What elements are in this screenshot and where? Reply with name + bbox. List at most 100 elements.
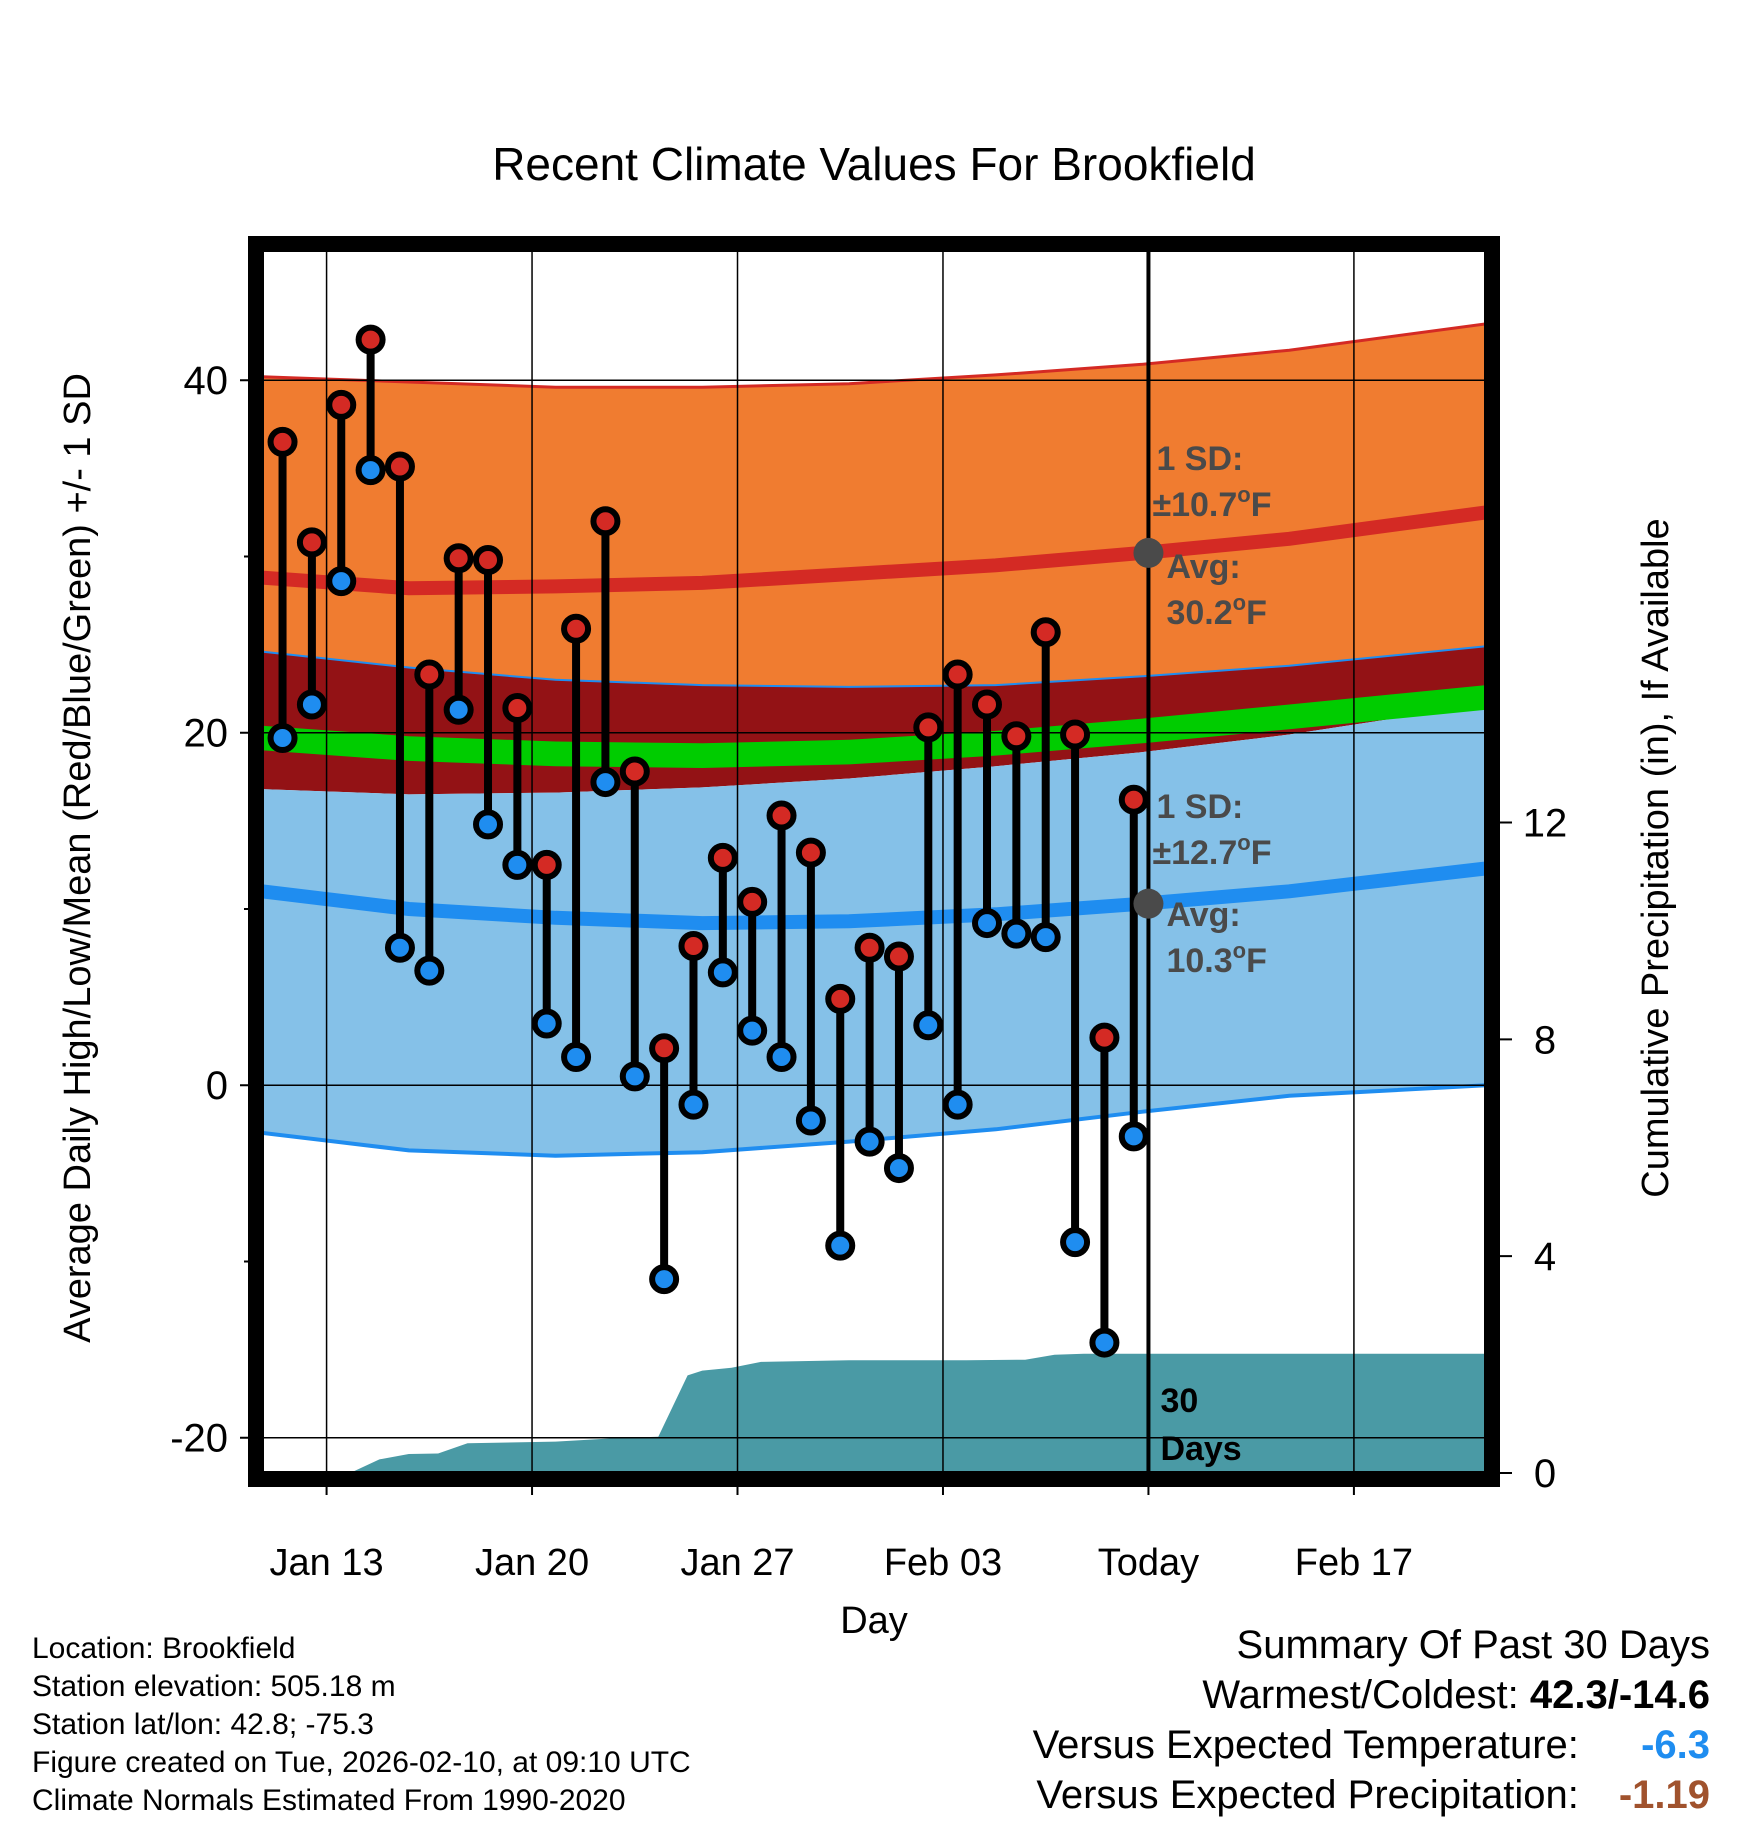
summary-panel: Summary Of Past 30 Days Warmest/Coldest:… xyxy=(1033,1620,1710,1820)
high-point xyxy=(825,983,856,1014)
x-tick-label-1: Jan 20 xyxy=(475,1542,589,1584)
high-upper-line xyxy=(262,322,1486,389)
high-point xyxy=(414,659,445,690)
low-lower-line xyxy=(262,1083,1486,1158)
low-sd-band xyxy=(262,704,1486,1156)
latlon-text: Station lat/lon: 42.8; -75.3 xyxy=(32,1708,374,1741)
low-point xyxy=(561,1042,592,1073)
high-point xyxy=(707,842,738,873)
low-point xyxy=(502,849,533,880)
warm-cold-value: 42.3/-14.6 xyxy=(1529,1673,1710,1717)
low-point xyxy=(913,1010,944,1041)
high-point xyxy=(649,1033,680,1064)
high-point xyxy=(1030,617,1061,648)
low-point xyxy=(1030,922,1061,953)
y-tick-label-0: -20 xyxy=(170,1417,228,1461)
low-point xyxy=(414,955,445,986)
y2-tick-label-3: 12 xyxy=(1523,802,1568,846)
precip-days-number: 30 xyxy=(1160,1382,1198,1420)
high-point xyxy=(678,930,709,961)
annotations: 1 SD: ±10.7oF Avg: 30.2oF 1 SD: ±12.7oF Avg: 10… xyxy=(170,359,1567,1584)
temp-label: Versus Expected Temperature: xyxy=(1032,1723,1579,1767)
y-tick-label-1: 0 xyxy=(206,1064,228,1108)
low-point xyxy=(707,957,738,988)
high-avg-marker xyxy=(1133,537,1164,568)
x-axis-label: Day xyxy=(840,1600,908,1642)
high-avg-label: Avg: xyxy=(1166,548,1240,586)
high-point xyxy=(972,689,1003,720)
low-point xyxy=(972,908,1003,939)
high-point xyxy=(561,613,592,644)
high-point xyxy=(590,506,621,537)
low-point xyxy=(1089,1327,1120,1358)
low-point xyxy=(678,1089,709,1120)
low-point xyxy=(267,723,298,753)
y2-tick-label-2: 8 xyxy=(1534,1018,1556,1062)
high-point xyxy=(267,426,298,457)
high-point xyxy=(1089,1022,1120,1053)
high-point xyxy=(473,544,504,575)
high-point xyxy=(854,932,885,963)
low-sd-label: 1 SD: xyxy=(1156,788,1243,826)
low-point xyxy=(326,566,357,597)
station-info: Location: Brookfield Station elevation: … xyxy=(32,1630,691,1820)
low-point xyxy=(737,1015,768,1046)
low-point xyxy=(1060,1227,1091,1258)
plot-area xyxy=(262,322,1486,1473)
elevation-text: Station elevation: 505.18 m xyxy=(32,1670,396,1703)
created-text: Figure created on Tue, 2026-02-10, at 09… xyxy=(32,1746,691,1779)
high-point xyxy=(384,451,415,482)
y2-axis-label: Cumulative Precipitation (in), If Availa… xyxy=(1635,518,1677,1197)
plot-frame xyxy=(248,236,1500,1487)
high-point xyxy=(942,659,973,690)
precip-label: Versus Expected Precipitation: xyxy=(1036,1773,1579,1817)
gridlines xyxy=(262,248,1486,1473)
y-axis-label: Average Daily High/Low/Mean (Red/Blue/Gr… xyxy=(57,373,99,1343)
low-point xyxy=(1118,1121,1149,1152)
high-point xyxy=(355,324,386,355)
high-sd-label: 1 SD: xyxy=(1156,440,1243,478)
y2-tick-label-0: 0 xyxy=(1534,1452,1556,1496)
y-tick-label-2: 20 xyxy=(184,712,229,756)
high-point xyxy=(737,886,768,917)
warm-cold-row: Warmest/Coldest: 42.3/-14.6 xyxy=(1033,1670,1710,1720)
temp-row: Versus Expected Temperature: -6.3 xyxy=(1033,1720,1710,1770)
high-avg-value: 30.2oF xyxy=(1166,590,1266,632)
x-tick-label-2: Jan 27 xyxy=(680,1542,794,1584)
low-average-line xyxy=(262,861,1486,931)
axes xyxy=(240,379,1512,1495)
low-sd-value: ±12.7oF xyxy=(1152,830,1271,872)
low-avg-marker xyxy=(1133,888,1164,919)
low-point xyxy=(942,1089,973,1120)
summary-heading: Summary Of Past 30 Days xyxy=(1236,1623,1710,1667)
x-tick-label-0: Jan 13 xyxy=(270,1542,384,1584)
high-point xyxy=(1001,721,1032,752)
x-tick-label-5: Feb 17 xyxy=(1295,1542,1413,1584)
high-point xyxy=(619,756,650,787)
y-tick-label-3: 40 xyxy=(184,359,229,403)
low-point xyxy=(590,767,621,798)
mean-band xyxy=(262,685,1486,768)
low-point xyxy=(1001,918,1032,949)
low-point xyxy=(619,1061,650,1092)
x-tick-label-4: Today xyxy=(1098,1542,1199,1584)
high-point xyxy=(883,941,914,972)
low-point xyxy=(473,809,504,840)
low-avg-label: Avg: xyxy=(1166,896,1240,934)
low-point xyxy=(355,455,386,486)
high-point xyxy=(795,837,826,868)
temp-value: -6.3 xyxy=(1641,1723,1710,1767)
daily-temperature-points xyxy=(267,324,1149,1358)
high-point xyxy=(326,389,357,420)
high-point xyxy=(502,693,533,724)
low-point xyxy=(766,1042,797,1073)
precip-value: -1.19 xyxy=(1618,1773,1710,1817)
precipitation-area xyxy=(262,1353,1486,1473)
location-text: Location: Brookfield xyxy=(32,1632,296,1665)
low-point xyxy=(883,1153,914,1184)
high-point xyxy=(443,543,474,574)
low-point xyxy=(825,1230,856,1261)
x-tick-label-3: Feb 03 xyxy=(884,1542,1002,1584)
high-sd-value: ±10.7oF xyxy=(1152,482,1271,524)
